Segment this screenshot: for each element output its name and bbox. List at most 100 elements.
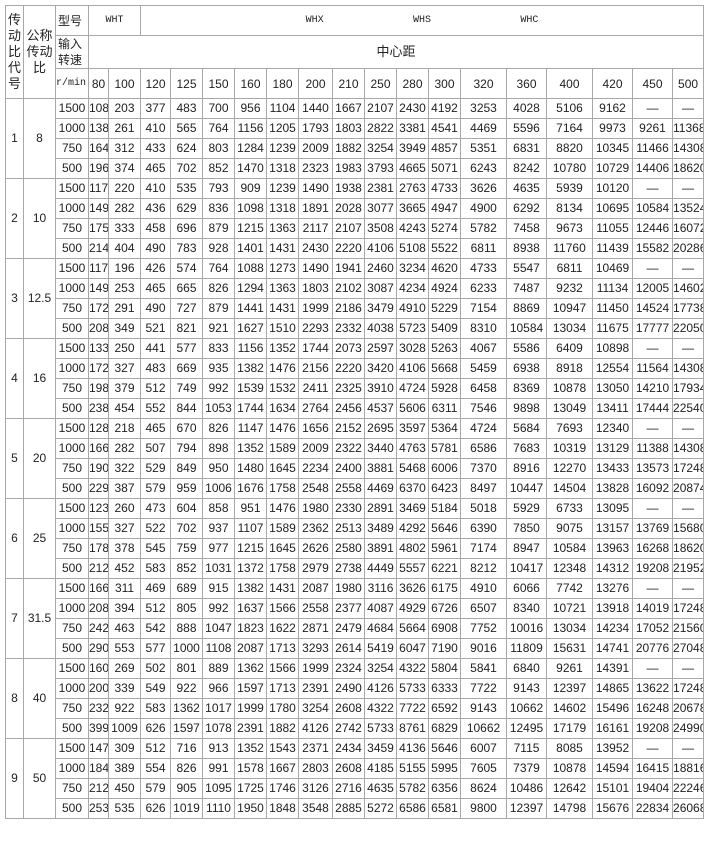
value-cell: 626 [140,718,172,739]
value-cell: 583 [140,698,172,719]
value-cell: 14234 [592,618,634,639]
value-cell: 1107 [234,518,268,539]
value-cell: 1589 [266,518,300,539]
value-cell: 1999 [234,698,268,719]
value-cell: 6829 [428,718,462,739]
value-cell: 1634 [266,398,300,419]
value-cell: 2234 [298,458,334,479]
header-center-distance-400: 400 [546,68,594,99]
value-cell: — [672,738,704,759]
value-cell: 465 [140,158,172,179]
value-cell: 6581 [428,798,462,819]
value-cell: 764 [202,258,236,279]
value-cell: 6292 [506,198,548,219]
value-cell: 4537 [364,398,398,419]
input-speed-cell: 1000 [55,758,89,779]
value-cell: 1215 [234,538,268,559]
value-cell: 12005 [632,278,674,299]
value-cell: 4733 [460,258,508,279]
value-cell: 6047 [396,638,430,659]
value-cell: 17444 [632,398,674,419]
value-cell: 3253 [460,98,508,119]
value-cell: 1983 [332,158,366,179]
value-cell: 783 [170,238,204,259]
value-cell: 1108 [202,638,236,659]
table-row: 500 196 374 465 702 852 1470 1318 2323 1983 3793 46… [6,158,704,179]
value-cell: 172 [88,298,109,319]
value-cell: 3254 [298,698,334,719]
value-cell: 9673 [546,218,594,239]
input-speed-cell: 500 [55,398,89,419]
value-cell: 1539 [234,378,268,399]
value-cell: 1318 [266,158,300,179]
value-cell: 5419 [364,638,398,659]
value-cell: 208 [88,598,109,619]
value-cell: 282 [107,198,142,219]
value-cell: 2716 [332,778,366,799]
nominal-ratio-cell: 31.5 [23,578,56,659]
value-cell: 826 [202,418,236,439]
value-cell: 959 [170,478,204,499]
table-row: 1000 172 327 483 669 935 1382 1476 2156 2220 3420 4… [6,358,704,379]
value-cell: 196 [88,158,109,179]
value-cell: 4243 [396,218,430,239]
value-cell: 8369 [506,378,548,399]
value-cell: 1713 [266,638,300,659]
value-cell: 5468 [396,458,430,479]
value-cell: 898 [202,438,236,459]
value-cell: 7379 [506,758,548,779]
value-cell: 12340 [592,418,634,439]
value-cell: 2377 [332,598,366,619]
value-cell: 629 [170,198,204,219]
input-speed-cell: 1000 [55,358,89,379]
input-speed-cell: 500 [55,558,89,579]
value-cell: 915 [202,578,236,599]
value-cell: 2460 [364,258,398,279]
value-cell: 13952 [592,738,634,759]
value-cell: 1047 [202,618,236,639]
table-row: 8 40 1500 160 269 502 801 889 1362 1566 1999 2324 32… [5,658,704,739]
value-cell: 512 [140,598,172,619]
value-cell: 2479 [332,618,366,639]
value-cell: 4763 [396,438,430,459]
input-speed-cell: 500 [55,718,89,739]
table-row: 9 50 1500 147 309 512 716 913 1352 1543 2371 2434 34… [5,738,704,819]
value-cell: 4028 [506,98,548,119]
value-cell: — [632,258,674,279]
value-cell: 17052 [632,618,674,639]
table-row: 1 8 1500 108 203 377 483 700 956 1104 1440 1667 2107… [5,98,704,179]
value-cell: 1205 [266,118,300,139]
value-cell: 203 [107,98,142,119]
value-cell: 1401 [234,238,268,259]
value-cell: 3126 [298,778,334,799]
value-cell: 8820 [546,138,594,159]
value-cell: 149 [88,278,109,299]
table-row: 500 290 553 577 1000 1108 2087 1713 3293 2614 5419… [6,638,704,659]
value-cell: 9232 [546,278,594,299]
value-cell: 2822 [364,118,398,139]
value-cell: 212 [88,558,109,579]
value-cell: 793 [202,178,236,199]
value-cell: 4126 [298,718,334,739]
value-cell: 2323 [298,158,334,179]
value-cell: 15631 [546,638,594,659]
value-cell: — [672,98,704,119]
value-cell: — [632,658,674,679]
value-cell: 2028 [332,198,366,219]
value-cell: 13433 [592,458,634,479]
table-row: 5 20 1500 128 218 465 670 826 1147 1476 1656 2152 26… [5,418,704,499]
value-cell: 6938 [506,358,548,379]
nominal-ratio-cell: 8 [23,98,56,179]
value-cell: 696 [170,218,204,239]
value-cell: 4185 [364,758,398,779]
value-cell: 1713 [266,678,300,699]
value-cell: 184 [88,758,109,779]
value-cell: 5929 [506,498,548,519]
value-cell: 436 [140,198,172,219]
value-cell: 8134 [546,198,594,219]
value-cell: 1627 [234,318,268,339]
value-cell: 7722 [396,698,430,719]
value-cell: 7605 [460,758,508,779]
value-cell: 14308 [672,138,704,159]
header-model-whx: WHX [305,14,324,26]
